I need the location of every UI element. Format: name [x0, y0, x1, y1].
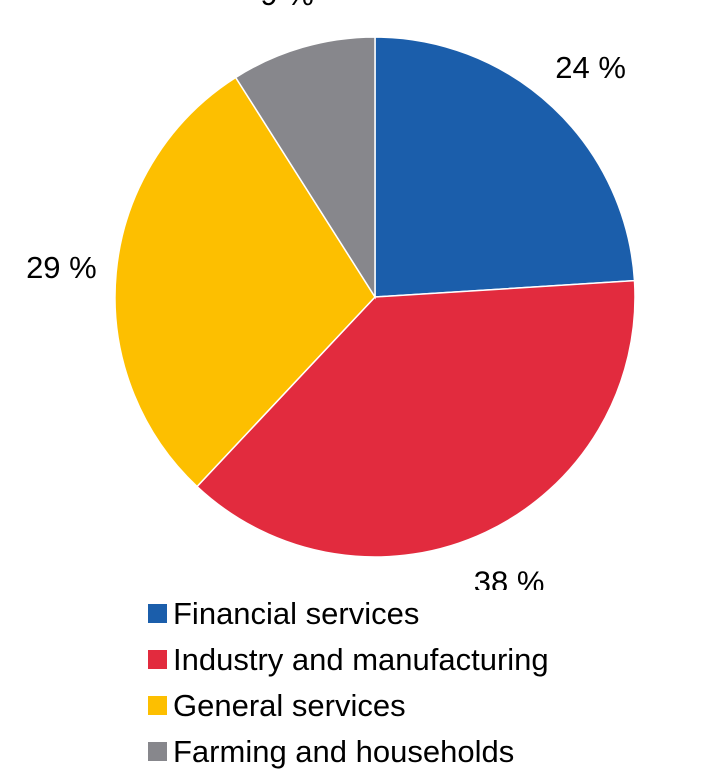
- legend-label-general-services: General services: [173, 687, 406, 723]
- legend-item-general-services: General services: [148, 682, 549, 728]
- data-label-farming-and-households: 9 %: [260, 0, 313, 12]
- legend-swatch-industry-and-manufacturing: [148, 649, 167, 669]
- pie-slice-general-services: [114, 76, 376, 488]
- chart-legend: Financial services Industry and manufact…: [148, 590, 549, 774]
- legend-item-industry-and-manufacturing: Industry and manufacturing: [148, 636, 549, 682]
- pie-slices: [114, 36, 636, 558]
- pie-chart-plot: 24 % 38 % 29 % 9 %: [26, 0, 636, 590]
- legend-item-farming-and-households: Farming and households: [148, 728, 549, 774]
- legend-swatch-general-services: [148, 695, 167, 715]
- pie-data-labels: 24 % 38 % 29 % 9 %: [26, 0, 626, 590]
- data-label-general-services: 29 %: [26, 250, 97, 285]
- data-label-financial-services: 24 %: [555, 50, 626, 85]
- legend-label-industry-and-manufacturing: Industry and manufacturing: [173, 641, 549, 677]
- legend-label-farming-and-households: Farming and households: [173, 733, 515, 769]
- legend-swatch-financial-services: [148, 603, 167, 623]
- legend-item-financial-services: Financial services: [148, 590, 549, 636]
- legend-label-financial-services: Financial services: [173, 595, 420, 631]
- data-label-industry-and-manufacturing: 38 %: [474, 565, 545, 591]
- pie-slice-industry-and-manufacturing: [195, 279, 636, 558]
- pie-slice-farming-and-households: [234, 36, 376, 300]
- pie-slice-financial-services: [374, 36, 636, 298]
- legend-swatch-farming-and-households: [148, 741, 167, 761]
